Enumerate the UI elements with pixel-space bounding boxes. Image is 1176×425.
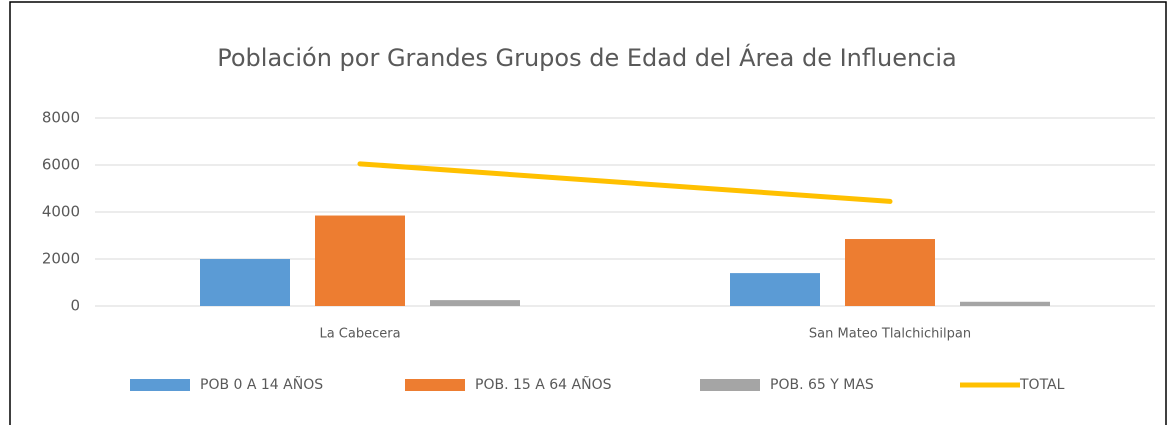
- y-tick-label: 8000: [42, 109, 80, 127]
- bar: [200, 259, 290, 306]
- chart-frame: [9, 1, 1167, 425]
- legend-label: POB. 65 Y MAS: [770, 377, 874, 393]
- legend-swatch: [700, 379, 760, 391]
- bar: [845, 239, 935, 306]
- legend-swatch: [130, 379, 190, 391]
- bar: [430, 300, 520, 306]
- y-tick-label: 0: [70, 297, 80, 315]
- line: [357, 161, 893, 204]
- chart-title: Población por Grandes Grupos de Edad del…: [217, 43, 957, 72]
- y-tick-label: 4000: [42, 203, 80, 221]
- legend-swatch: [405, 379, 465, 391]
- legend-label: POB 0 A 14 AÑOS: [200, 376, 323, 393]
- legend-label: TOTAL: [1019, 377, 1065, 393]
- bar: [315, 215, 405, 306]
- x-tick-label: San Mateo Tlalchichilpan: [809, 327, 971, 342]
- y-tick-label: 6000: [42, 156, 80, 174]
- legend-label: POB. 15 A 64 AÑOS: [475, 376, 612, 393]
- bar: [960, 301, 1050, 306]
- x-tick-label: La Cabecera: [319, 327, 400, 342]
- bar: [730, 273, 820, 306]
- y-tick-label: 2000: [42, 250, 80, 268]
